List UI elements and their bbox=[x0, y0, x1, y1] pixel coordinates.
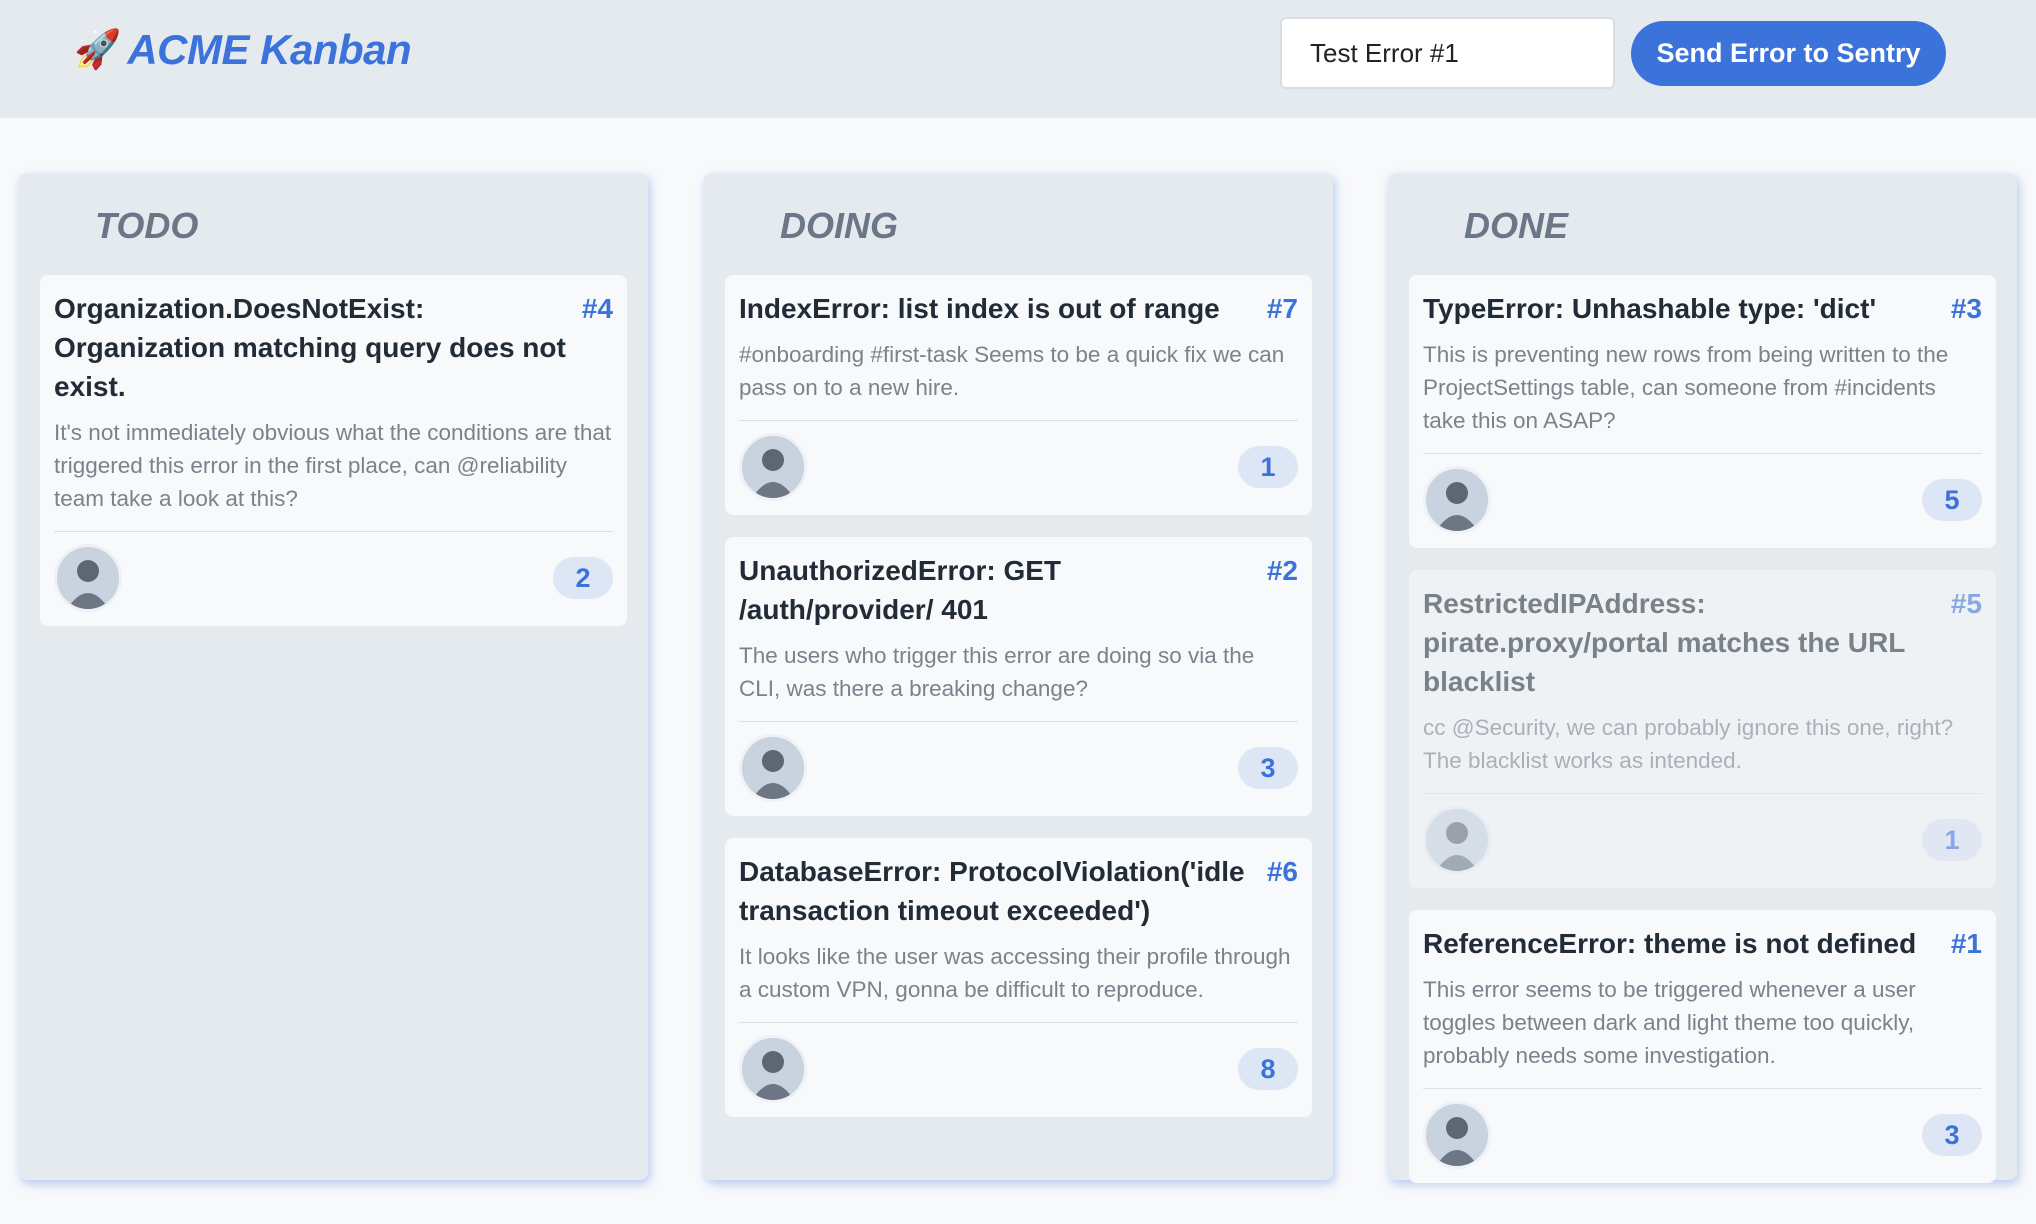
count-badge: 3 bbox=[1922, 1114, 1982, 1156]
card-description: The users who trigger this error are doi… bbox=[739, 639, 1298, 722]
card-title: DatabaseError: ProtocolViolation('idle t… bbox=[739, 856, 1245, 926]
issue-card[interactable]: TypeError: Unhashable type: 'dict' #3 Th… bbox=[1409, 275, 1996, 548]
card-description: It's not immediately obvious what the co… bbox=[54, 416, 613, 532]
avatar bbox=[739, 1035, 807, 1103]
column-title: TODO bbox=[95, 205, 199, 246]
rocket-icon: 🚀 bbox=[74, 29, 122, 71]
card-description: This error seems to be triggered wheneve… bbox=[1423, 973, 1982, 1089]
issue-card[interactable]: ReferenceError: theme is not defined #1 … bbox=[1409, 910, 1996, 1183]
avatar bbox=[54, 544, 122, 612]
issue-card[interactable]: DatabaseError: ProtocolViolation('idle t… bbox=[725, 838, 1312, 1117]
avatar bbox=[739, 433, 807, 501]
card-title: UnauthorizedError: GET /auth/provider/ 4… bbox=[739, 555, 1062, 625]
column-title: DOING bbox=[780, 205, 899, 246]
issue-card[interactable]: RestrictedIPAddress: pirate.proxy/portal… bbox=[1409, 570, 1996, 888]
count-badge: 1 bbox=[1922, 819, 1982, 861]
card-title: IndexError: list index is out of range bbox=[739, 293, 1220, 324]
avatar bbox=[739, 734, 807, 802]
avatar bbox=[1423, 806, 1491, 874]
avatar bbox=[1423, 1101, 1491, 1169]
card-description: It looks like the user was accessing the… bbox=[739, 940, 1298, 1023]
issue-card[interactable]: UnauthorizedError: GET /auth/provider/ 4… bbox=[725, 537, 1312, 816]
card-id: #7 bbox=[1266, 293, 1298, 324]
send-error-button[interactable]: Send Error to Sentry bbox=[1631, 21, 1946, 86]
count-badge: 1 bbox=[1238, 446, 1298, 488]
card-title: Organization.DoesNotExist: Organization … bbox=[54, 293, 566, 402]
card-id: #3 bbox=[1950, 293, 1982, 324]
avatar bbox=[1423, 466, 1491, 534]
count-badge: 8 bbox=[1238, 1048, 1298, 1090]
column-todo: TODO Organization.DoesNotExist: Organiza… bbox=[19, 173, 648, 1180]
card-description: cc @Security, we can probably ignore thi… bbox=[1423, 711, 1982, 794]
card-description: #onboarding #first-task Seems to be a qu… bbox=[739, 338, 1298, 421]
card-id: #5 bbox=[1950, 588, 1982, 619]
column-done: DONE TypeError: Unhashable type: 'dict' … bbox=[1388, 173, 2017, 1183]
count-badge: 5 bbox=[1922, 479, 1982, 521]
card-title: TypeError: Unhashable type: 'dict' bbox=[1423, 293, 1877, 324]
card-title: ReferenceError: theme is not defined bbox=[1423, 928, 1917, 959]
column-doing: DOING IndexError: list index is out of r… bbox=[704, 173, 1333, 1180]
issue-card[interactable]: IndexError: list index is out of range #… bbox=[725, 275, 1312, 515]
count-badge: 3 bbox=[1238, 747, 1298, 789]
card-id: #1 bbox=[1950, 928, 1982, 959]
count-badge: 2 bbox=[553, 557, 613, 599]
logo[interactable]: 🚀 ACME Kanban bbox=[74, 26, 412, 74]
app-title: ACME Kanban bbox=[127, 26, 412, 73]
header: 🚀 ACME Kanban Send Error to Sentry bbox=[0, 0, 2036, 118]
error-name-input[interactable] bbox=[1280, 17, 1615, 89]
issue-card[interactable]: Organization.DoesNotExist: Organization … bbox=[40, 275, 627, 626]
card-id: #6 bbox=[1266, 856, 1298, 887]
card-title: RestrictedIPAddress: pirate.proxy/portal… bbox=[1423, 588, 1905, 697]
card-id: #2 bbox=[1266, 555, 1298, 586]
card-id: #4 bbox=[581, 293, 613, 324]
card-description: This is preventing new rows from being w… bbox=[1423, 338, 1982, 454]
column-title: DONE bbox=[1464, 205, 1569, 246]
